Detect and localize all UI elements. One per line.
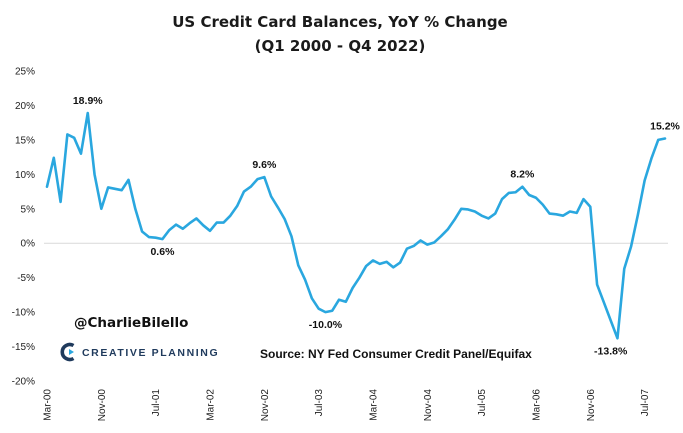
y-tick-label: 5% <box>21 204 36 215</box>
x-tick-label: Mar-02 <box>205 389 216 421</box>
chart-title-line2: (Q1 2000 - Q4 2022) <box>255 37 426 55</box>
source-note: Source: NY Fed Consumer Credit Panel/Equ… <box>260 347 532 361</box>
x-tick-label: Jul-03 <box>314 389 325 417</box>
x-tick-label: Mar-04 <box>368 389 379 421</box>
y-tick-label: -15% <box>12 342 35 353</box>
chart-title-line1: US Credit Card Balances, YoY % Change <box>172 13 507 31</box>
x-tick-label: Mar-00 <box>43 389 54 421</box>
x-tick-label: Nov-06 <box>586 389 597 422</box>
annotation-layer: 18.9% 0.6% 9.6% -10.0% 8.2% -13.8% 15.2% <box>73 95 681 357</box>
x-tick-label: Mar-06 <box>531 389 542 421</box>
brand-name: CREATIVE PLANNING <box>82 347 219 359</box>
y-tick-label: 10% <box>15 170 35 181</box>
y-tick-label: 20% <box>15 101 35 112</box>
annotation-label: 15.2% <box>650 121 680 133</box>
series-layer <box>45 111 667 340</box>
annotation-label: 9.6% <box>252 159 277 171</box>
y-tick-label: 15% <box>15 135 35 146</box>
author-handle: @CharlieBilello <box>74 315 188 331</box>
annotation-label: -10.0% <box>309 319 343 331</box>
x-tick-label: Nov-02 <box>260 389 271 422</box>
x-tick-label: Nov-00 <box>97 389 108 422</box>
y-tick-label: -5% <box>17 273 35 284</box>
brand-logo: CREATIVE PLANNING <box>60 342 219 362</box>
y-tick-label: -10% <box>12 308 35 319</box>
annotation-label: 8.2% <box>510 169 535 181</box>
x-tick-label: Jul-05 <box>477 389 488 417</box>
y-tick-label: 0% <box>21 239 36 250</box>
annotation-label: -13.8% <box>594 345 628 357</box>
annotation-label: 0.6% <box>150 246 175 258</box>
x-axis: Mar-00 Nov-00 Jul-01 Mar-02 Nov-02 Jul-03 Mar-… <box>43 242 668 422</box>
annotation-label: 18.9% <box>73 95 103 107</box>
brand-logo-icon <box>60 342 75 362</box>
x-tick-label: Jul-01 <box>151 389 162 417</box>
series-line <box>45 111 667 340</box>
y-tick-label: -20% <box>12 377 35 388</box>
y-axis: 25% 20% 15% 10% 5% 0% -5% -10% -15% -20% <box>12 67 35 388</box>
y-tick-label: 25% <box>15 67 35 78</box>
x-tick-label: Nov-04 <box>423 389 434 422</box>
x-tick-label: Jul-07 <box>640 389 651 417</box>
